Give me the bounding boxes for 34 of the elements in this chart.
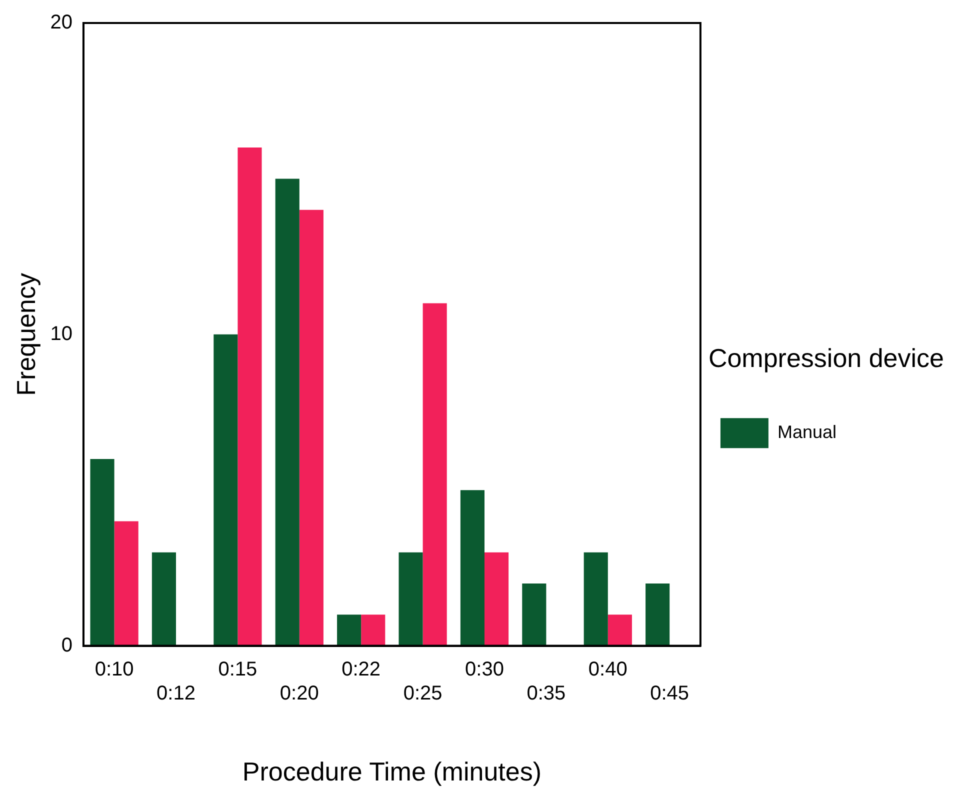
y-tick-label: 20	[50, 12, 72, 34]
x-tick-label: 0:12	[156, 682, 196, 704]
x-tick-label: 0:35	[526, 682, 566, 704]
bar	[114, 521, 138, 646]
y-tick-label: 10	[50, 322, 72, 345]
x-tick-label: 0:25	[403, 682, 442, 704]
x-tick-label: 0:30	[465, 658, 504, 680]
bar	[238, 148, 262, 646]
y-tick-label: 0	[61, 634, 72, 656]
bar	[422, 303, 447, 646]
bar	[584, 552, 608, 646]
x-axis-title: Procedure Time (minutes)	[242, 756, 542, 787]
bar	[337, 614, 362, 646]
legend-title: Compression device	[708, 343, 944, 374]
bar	[460, 490, 484, 646]
x-tick-label: 0:40	[588, 658, 628, 680]
bar	[398, 552, 423, 646]
y-axis-title: Frequency	[10, 272, 41, 396]
legend-label: Manual	[777, 422, 836, 442]
x-tick-label: 0:22	[342, 658, 381, 680]
bar	[608, 614, 632, 646]
bar	[90, 458, 114, 646]
bar	[275, 178, 300, 646]
x-tick-label: 0:45	[650, 682, 690, 704]
bar	[214, 334, 238, 646]
x-tick-label: 0:20	[280, 682, 319, 704]
x-tick-label: 0:10	[94, 658, 134, 680]
bar	[152, 552, 176, 646]
bar	[522, 584, 546, 646]
x-tick-label: 0:15	[218, 658, 258, 680]
bar	[484, 552, 509, 646]
bar	[646, 584, 670, 646]
bar	[299, 210, 324, 646]
bar	[361, 614, 386, 646]
